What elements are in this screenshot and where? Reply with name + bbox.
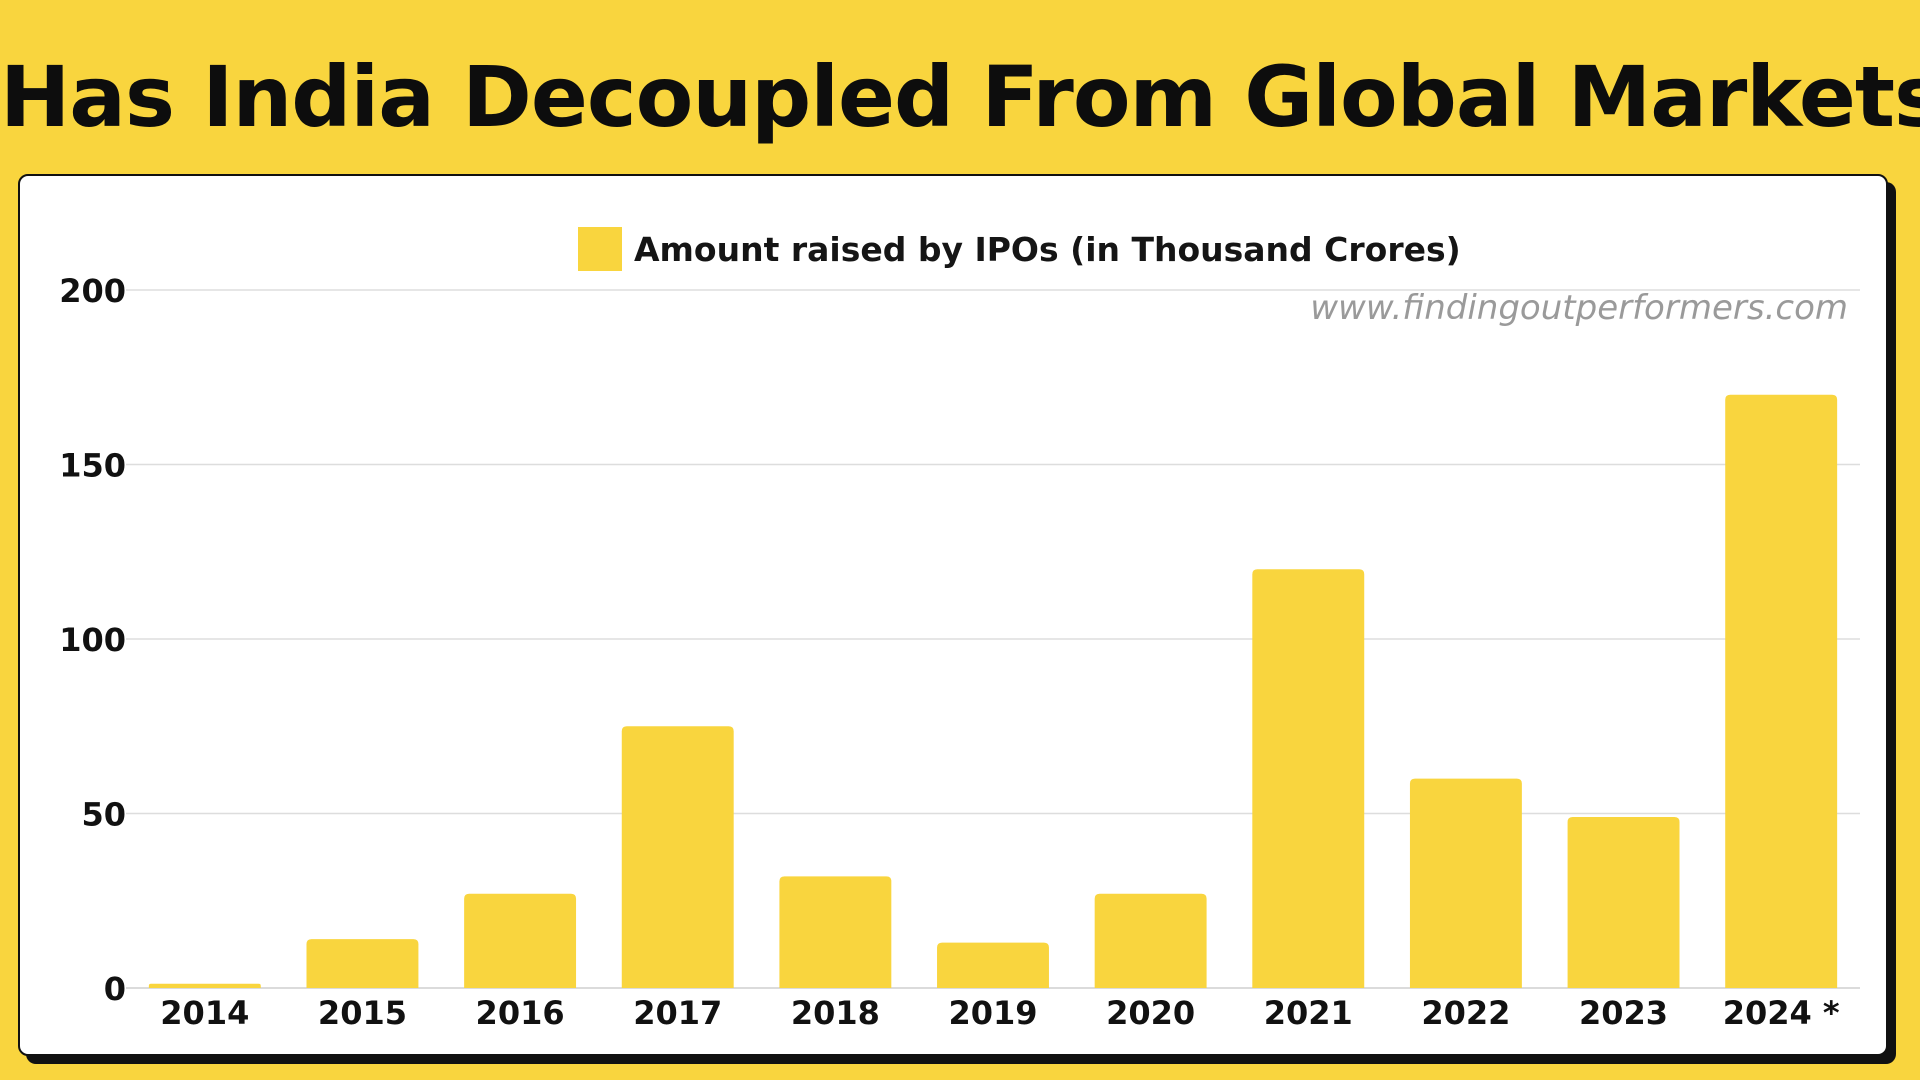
y-tick-label: 100 — [59, 621, 126, 659]
y-tick-label: 50 — [81, 796, 126, 834]
bar-2014 — [148, 983, 261, 988]
x-tick-label: 2016 — [476, 994, 565, 1032]
bar-2023 — [1567, 816, 1680, 988]
x-tick-label: 2024 * — [1723, 994, 1840, 1032]
watermark: www.findingoutperformers.com — [1310, 288, 1848, 328]
y-tick-label: 200 — [59, 272, 126, 310]
chart-title: Has India Decoupled From Global Markets? — [0, 48, 1920, 146]
legend-label: Amount raised by IPOs (in Thousand Crore… — [634, 229, 1461, 269]
x-tick-label: 2021 — [1264, 994, 1353, 1032]
bar-2017 — [621, 726, 734, 988]
x-tick-label: 2018 — [791, 994, 880, 1032]
legend: Amount raised by IPOs (in Thousand Crore… — [578, 226, 1461, 272]
x-tick-label: 2014 — [160, 994, 249, 1032]
bar-2015 — [306, 939, 419, 988]
bar-2019 — [937, 942, 1049, 988]
bar-2018 — [779, 876, 892, 988]
chart-card: 0 50 100 150 200 2014 2015 2016 2017 2018 2019 2020… — [18, 174, 1888, 1056]
bar-2016 — [464, 893, 577, 988]
bar-2020 — [1094, 893, 1207, 988]
x-tick-label: 2022 — [1421, 994, 1510, 1032]
bar-2022 — [1409, 778, 1522, 988]
y-tick-label: 0 — [104, 970, 126, 1008]
legend-swatch — [578, 227, 622, 271]
x-tick-label: 2020 — [1106, 994, 1195, 1032]
x-tick-label: 2015 — [318, 994, 407, 1032]
x-tick-label: 2023 — [1579, 994, 1668, 1032]
x-tick-label: 2017 — [633, 994, 722, 1032]
y-tick-label: 150 — [59, 447, 126, 485]
x-tick-label: 2019 — [948, 994, 1037, 1032]
bar-2021 — [1252, 569, 1365, 988]
bar-chart: 0 50 100 150 200 2014 2015 2016 2017 2018 2019 2020… — [59, 272, 1860, 1032]
bar-2024 — [1725, 394, 1838, 988]
